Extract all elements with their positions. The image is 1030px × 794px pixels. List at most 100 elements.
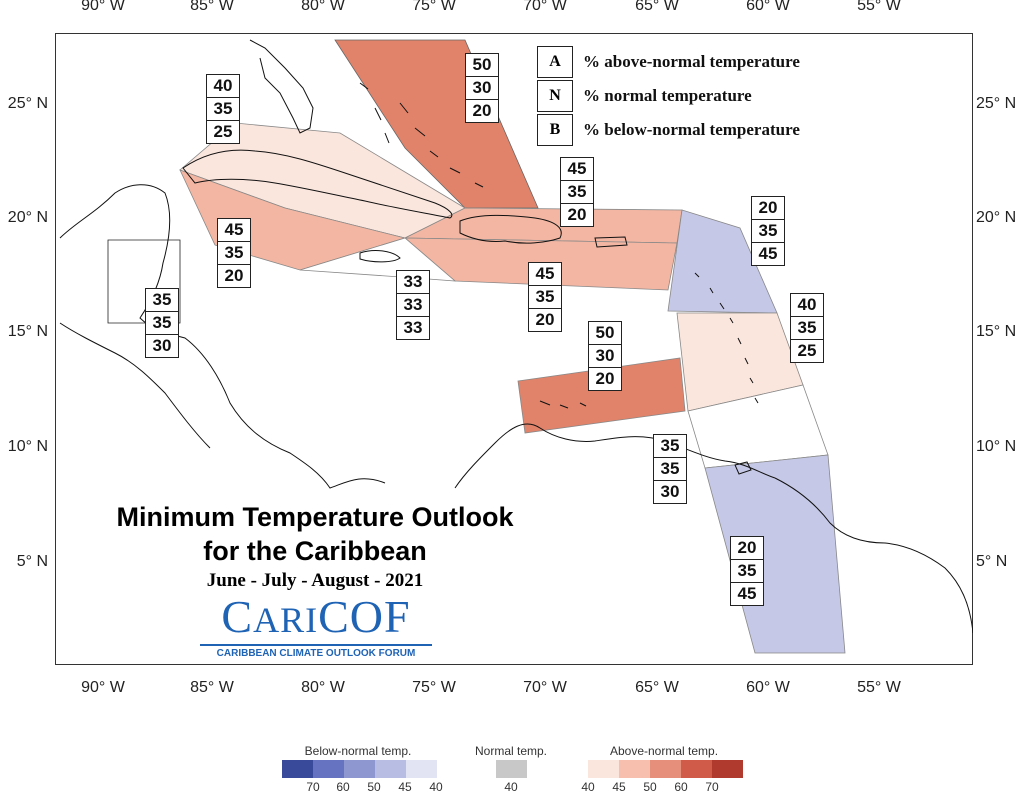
lat-tick: 5° N <box>976 553 1008 570</box>
prob-box-guianas[interactable]: 20 35 45 <box>730 536 764 606</box>
prob-below: 45 <box>730 582 764 606</box>
legend-label-below: % below-normal temperature <box>583 120 800 139</box>
logo-wordmark: CARICOF <box>221 591 411 642</box>
prob-above: 45 <box>217 218 251 242</box>
anb-legend: A % above-normal temperature N % normal … <box>537 45 800 147</box>
colorbar-swatch <box>712 760 743 778</box>
lon-tick: 70° W <box>523 679 567 696</box>
colorbar-label: 70 <box>306 780 320 794</box>
outlook-title: Minimum Temperature Outlook for the Cari… <box>70 500 560 592</box>
prob-box-leeward-islands[interactable]: 20 35 45 <box>751 196 785 266</box>
colorbar-label: 45 <box>612 780 626 794</box>
prob-above: 35 <box>145 288 179 312</box>
prob-below: 20 <box>217 264 251 288</box>
colorbar-swatch <box>282 760 313 778</box>
colorbar-swatch <box>681 760 712 778</box>
lat-tick: 20° N <box>976 209 1017 226</box>
prob-box-cuba[interactable]: 40 35 25 <box>206 74 240 144</box>
lon-tick: 65° W <box>635 679 679 696</box>
prob-above: 20 <box>751 196 785 220</box>
colorbar-above <box>588 760 743 778</box>
colorbar-label: 60 <box>674 780 688 794</box>
prob-below: 20 <box>465 99 499 123</box>
lon-tick: 55° W <box>857 0 901 14</box>
lon-tick: 75° W <box>412 679 456 696</box>
colorbar-label: 45 <box>398 780 412 794</box>
prob-above: 50 <box>465 53 499 77</box>
prob-box-hispaniola-south[interactable]: 45 35 20 <box>528 262 562 332</box>
prob-below: 25 <box>206 120 240 144</box>
lat-tick: 10° N <box>7 438 48 455</box>
prob-box-abc-islands[interactable]: 50 30 20 <box>588 321 622 391</box>
legend-row-above: A % above-normal temperature <box>537 45 800 79</box>
prob-below: 30 <box>653 480 687 504</box>
prob-normal: 35 <box>653 457 687 481</box>
prob-above: 40 <box>206 74 240 98</box>
prob-normal: 30 <box>588 344 622 368</box>
colorbar-above-title: Above-normal temp. <box>609 744 719 758</box>
lon-tick: 80° W <box>301 0 345 14</box>
lat-tick: 15° N <box>976 323 1017 340</box>
colorbar-label: 50 <box>367 780 381 794</box>
prob-box-windward-islands[interactable]: 40 35 25 <box>790 293 824 363</box>
prob-box-belize[interactable]: 35 35 30 <box>145 288 179 358</box>
prob-below: 20 <box>528 308 562 332</box>
colorbar-label: 40 <box>429 780 443 794</box>
colorbar-swatch <box>344 760 375 778</box>
lon-tick: 70° W <box>523 0 567 14</box>
caricof-logo: CARICOF CARIBBEAN CLIMATE OUTLOOK FORUM <box>200 594 432 659</box>
legend-key-n: N <box>537 79 573 112</box>
prob-above: 20 <box>730 536 764 560</box>
colorbar-swatch <box>650 760 681 778</box>
lon-tick: 90° W <box>81 679 125 696</box>
prob-below: 45 <box>751 242 785 266</box>
prob-box-caribbean-sea[interactable]: 33 33 33 <box>396 270 430 340</box>
lon-tick: 75° W <box>412 0 456 14</box>
colorbar-label: 40 <box>504 780 518 794</box>
prob-above: 33 <box>396 270 430 294</box>
legend-label-above: % above-normal temperature <box>583 52 800 71</box>
title-line-2: for the Caribbean <box>203 536 427 566</box>
lat-tick: 20° N <box>7 209 48 226</box>
prob-normal: 35 <box>528 285 562 309</box>
prob-box-bahamas[interactable]: 50 30 20 <box>465 53 499 123</box>
lon-tick: 60° W <box>746 679 790 696</box>
colorbar-normal <box>496 760 527 778</box>
colorbar-swatch <box>496 760 527 778</box>
legend-key-b: B <box>537 113 573 146</box>
prob-below: 33 <box>396 316 430 340</box>
colorbar-label: 70 <box>705 780 719 794</box>
title-line-1: Minimum Temperature Outlook <box>116 502 514 532</box>
title-period: June - July - August - 2021 <box>206 570 424 591</box>
region-belize[interactable] <box>107 239 181 324</box>
prob-normal: 35 <box>206 97 240 121</box>
lat-tick: 25° N <box>7 95 48 112</box>
colorbar-below-title: Below-normal temp. <box>304 744 412 758</box>
prob-normal: 35 <box>145 311 179 335</box>
prob-below: 30 <box>145 334 179 358</box>
map-frame <box>55 33 973 665</box>
lon-tick: 65° W <box>635 0 679 14</box>
lon-tick: 85° W <box>190 679 234 696</box>
prob-normal: 35 <box>730 559 764 583</box>
legend-label-normal: % normal temperature <box>583 86 752 105</box>
lon-tick: 85° W <box>190 0 234 14</box>
legend-row-below: B % below-normal temperature <box>537 113 800 147</box>
colorbar-swatch <box>313 760 344 778</box>
region-guianas[interactable] <box>704 454 846 654</box>
colorbar-swatch <box>588 760 619 778</box>
lat-tick: 15° N <box>7 323 48 340</box>
colorbar-swatch <box>375 760 406 778</box>
prob-below: 20 <box>588 367 622 391</box>
lon-tick: 55° W <box>857 679 901 696</box>
prob-box-trinidad[interactable]: 35 35 30 <box>653 434 687 504</box>
region-abc-islands[interactable] <box>517 357 686 434</box>
prob-box-cayman-jamaica[interactable]: 45 35 20 <box>217 218 251 288</box>
logo-subtitle: CARIBBEAN CLIMATE OUTLOOK FORUM <box>216 648 416 659</box>
lon-tick: 60° W <box>746 0 790 14</box>
lon-tick: 90° W <box>81 0 125 14</box>
legend-key-a: A <box>537 45 573 78</box>
prob-above: 45 <box>560 157 594 181</box>
prob-box-hispaniola-north[interactable]: 45 35 20 <box>560 157 594 227</box>
colorbar-swatch <box>406 760 437 778</box>
